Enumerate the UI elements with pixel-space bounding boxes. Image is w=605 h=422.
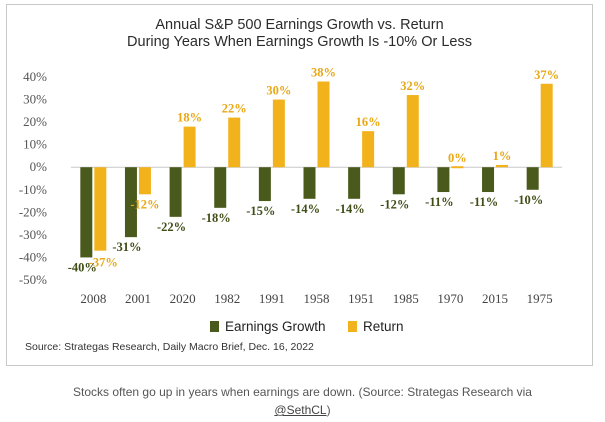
- return-label: -37%: [89, 256, 118, 270]
- return-bar: [272, 99, 285, 168]
- chart-subtitle: During Years When Earnings Growth Is -10…: [127, 34, 472, 50]
- legend-swatch-earnings: [210, 321, 219, 332]
- return-label: 1%: [493, 149, 512, 163]
- earnings-growth-label: -18%: [202, 211, 231, 225]
- chart-title: Annual S&P 500 Earnings Growth vs. Retur…: [155, 17, 444, 33]
- return-label: 32%: [400, 79, 425, 93]
- y-tick-label: -30%: [19, 227, 47, 242]
- return-bar: [138, 167, 151, 195]
- y-tick-label: 0%: [30, 159, 48, 174]
- earnings-growth-label: -15%: [246, 204, 275, 218]
- earnings-growth-bar: [526, 167, 539, 190]
- earnings-growth-label: -10%: [514, 193, 543, 207]
- return-bar: [317, 81, 330, 168]
- return-label: 0%: [448, 151, 467, 165]
- chart-card: Annual S&P 500 Earnings Growth vs. Retur…: [6, 4, 593, 366]
- x-category-label: 1970: [437, 291, 463, 306]
- x-category-label: 1982: [214, 291, 240, 306]
- source-note: Source: Strategas Research, Daily Macro …: [25, 341, 314, 353]
- bar-chart: 40%30%20%10%0%-10%-20%-30%-40%-50%-40%-3…: [19, 66, 562, 306]
- return-bar: [540, 83, 553, 168]
- caption-close: ): [326, 403, 331, 417]
- earnings-growth-label: -31%: [112, 240, 141, 254]
- x-category-label: 1991: [259, 291, 285, 306]
- y-tick-label: 20%: [23, 114, 47, 129]
- return-bar: [406, 95, 419, 168]
- earnings-growth-label: -11%: [425, 195, 453, 209]
- earnings-growth-bar: [482, 167, 495, 193]
- legend-earnings-growth: Earnings Growth: [210, 319, 326, 334]
- return-bar: [451, 166, 464, 169]
- legend-swatch-return: [348, 321, 357, 332]
- earnings-growth-label: -11%: [470, 195, 498, 209]
- return-bar: [362, 131, 375, 168]
- earnings-growth-bar: [392, 167, 405, 195]
- earnings-growth-label: -14%: [336, 202, 365, 216]
- return-bar: [183, 126, 196, 168]
- earnings-growth-bar: [437, 167, 450, 193]
- earnings-growth-bar: [124, 167, 137, 238]
- return-label: 30%: [266, 84, 291, 98]
- x-category-label: 2020: [170, 291, 196, 306]
- x-category-label: 1975: [527, 291, 553, 306]
- earnings-growth-label: -12%: [380, 197, 409, 211]
- x-category-label: 2001: [125, 291, 151, 306]
- earnings-growth-bar: [214, 167, 227, 208]
- legend-label-return: Return: [363, 319, 404, 334]
- y-tick-label: 30%: [23, 92, 47, 107]
- return-label: 38%: [311, 66, 336, 80]
- x-category-label: 2008: [80, 291, 106, 306]
- x-category-label: 2015: [482, 291, 508, 306]
- y-tick-label: -10%: [19, 182, 47, 197]
- y-tick-label: -40%: [19, 249, 47, 264]
- y-tick-label: 10%: [23, 137, 47, 152]
- return-label: -12%: [130, 197, 159, 211]
- return-label: 22%: [222, 102, 247, 116]
- earnings-growth-bar: [80, 167, 93, 258]
- caption-handle-link[interactable]: @SethCL: [274, 403, 327, 417]
- earnings-growth-label: -40%: [68, 260, 97, 274]
- return-bar: [496, 164, 509, 168]
- y-tick-label: -50%: [19, 272, 47, 287]
- earnings-growth-label: -22%: [157, 220, 186, 234]
- caption-text: Stocks often go up in years when earning…: [73, 385, 532, 399]
- return-label: 37%: [534, 68, 559, 82]
- figure-caption: Stocks often go up in years when earning…: [0, 383, 605, 419]
- earnings-growth-label: -14%: [291, 202, 320, 216]
- return-bar: [228, 117, 241, 168]
- legend-label-earnings: Earnings Growth: [225, 319, 326, 334]
- y-tick-label: -20%: [19, 204, 47, 219]
- x-category-label: 1985: [393, 291, 419, 306]
- return-label: 18%: [177, 111, 202, 125]
- x-category-label: 1951: [348, 291, 374, 306]
- earnings-growth-bar: [258, 167, 271, 202]
- return-label: 16%: [356, 115, 381, 129]
- x-category-label: 1958: [304, 291, 330, 306]
- earnings-growth-bar: [169, 167, 182, 217]
- return-bar: [94, 167, 107, 251]
- earnings-growth-bar: [348, 167, 361, 199]
- earnings-growth-bar: [303, 167, 316, 199]
- legend-return: Return: [348, 319, 404, 334]
- y-tick-label: 40%: [23, 69, 47, 84]
